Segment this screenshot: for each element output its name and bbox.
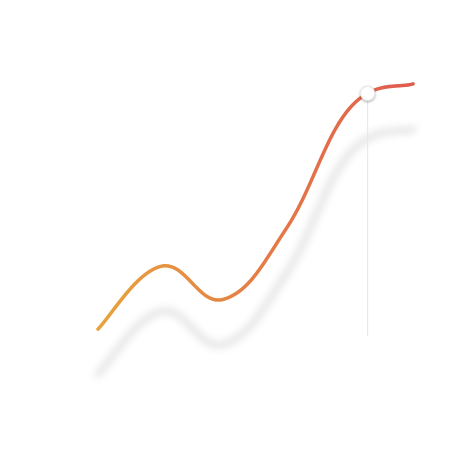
series-line-shadow — [94, 125, 417, 378]
series-line[interactable] — [96, 82, 415, 331]
highlight-point[interactable] — [360, 85, 376, 101]
